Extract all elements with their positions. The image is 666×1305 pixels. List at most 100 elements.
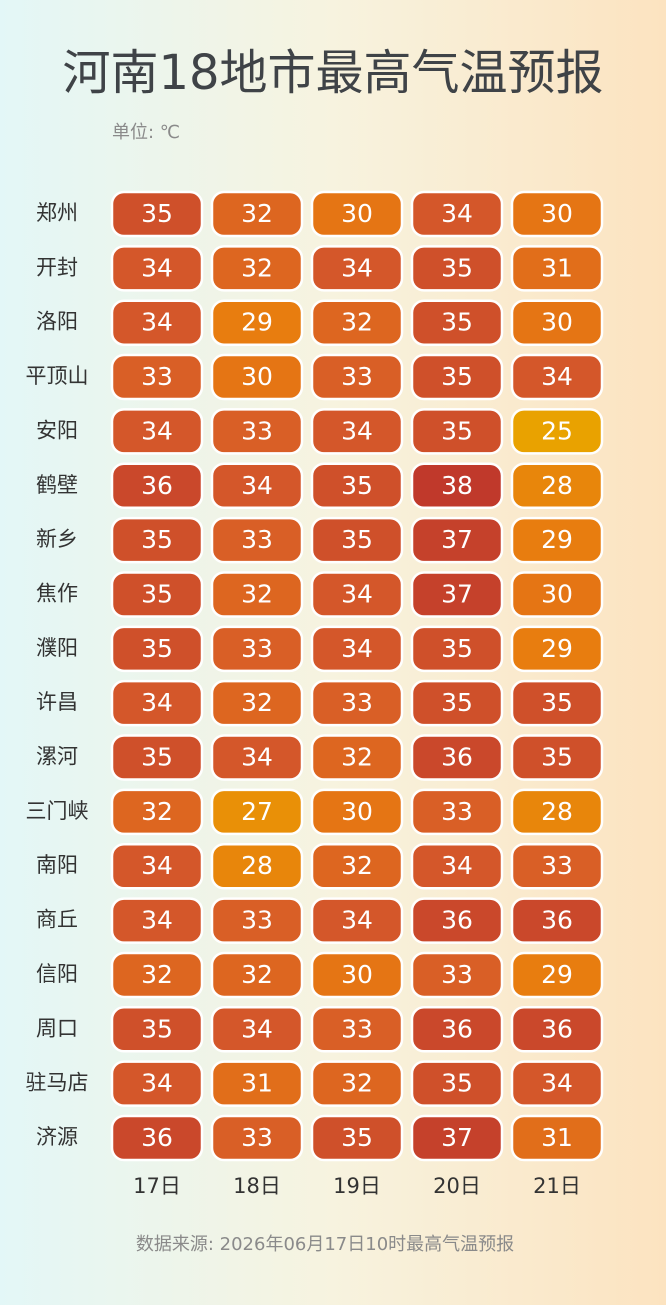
row-label: 开封 (36, 255, 78, 279)
row-label: 许昌 (36, 690, 78, 714)
cell-label: 29 (541, 960, 573, 989)
row-label: 新乡 (36, 527, 78, 551)
row-label: 驻马店 (26, 1071, 89, 1095)
column-label: 19日 (333, 1174, 381, 1198)
cell-label: 34 (541, 362, 573, 391)
cell (510, 353, 604, 401)
cell (310, 679, 404, 727)
cell-label: 30 (341, 199, 373, 228)
cell (510, 571, 604, 618)
row-label: 周口 (36, 1016, 78, 1040)
cell-label: 35 (141, 199, 173, 228)
cell-label: 34 (441, 199, 473, 228)
cell-label: 29 (541, 634, 573, 663)
row-label: 信阳 (36, 962, 78, 986)
cell (310, 1006, 404, 1053)
cell (510, 1060, 604, 1107)
cell (410, 897, 504, 944)
cell-label: 33 (241, 906, 273, 935)
cell-label: 31 (541, 1123, 573, 1152)
cell-label: 35 (441, 362, 473, 391)
cell (510, 516, 604, 564)
cell-label: 35 (441, 308, 473, 337)
cell-label: 33 (341, 688, 373, 717)
cell (110, 1006, 204, 1053)
cell (110, 734, 204, 781)
cell-label: 32 (341, 308, 373, 337)
cell-label: 32 (341, 851, 373, 880)
cell (210, 679, 304, 727)
cell (110, 788, 204, 836)
cell (110, 516, 204, 564)
cell-label: 36 (541, 1014, 573, 1043)
cell (210, 842, 304, 890)
cell-label: 32 (241, 199, 273, 228)
cell (510, 408, 604, 455)
cell-label: 34 (141, 308, 173, 337)
cell (510, 1114, 604, 1162)
cell-label: 33 (541, 851, 573, 880)
cell (510, 1006, 604, 1053)
cell (410, 190, 504, 238)
cell (210, 190, 304, 238)
cell (410, 353, 504, 401)
cell-label: 33 (341, 362, 373, 391)
row-label: 平顶山 (26, 364, 89, 388)
cell (110, 462, 204, 510)
cell (210, 897, 304, 944)
row-label: 漯河 (36, 745, 78, 769)
cell-label: 25 (541, 416, 573, 445)
cell (310, 897, 404, 944)
cell-label: 32 (141, 797, 173, 826)
cell (210, 1006, 304, 1053)
cell (210, 299, 304, 346)
cell-label: 34 (141, 1069, 173, 1098)
cell-label: 35 (441, 416, 473, 445)
cell (410, 842, 504, 890)
cell-label: 35 (541, 688, 573, 717)
cell (310, 1114, 404, 1162)
cell-label: 36 (541, 906, 573, 935)
cell (410, 625, 504, 673)
cell-label: 38 (441, 471, 473, 500)
cell-label: 33 (441, 797, 473, 826)
cell (210, 1114, 304, 1162)
cell-label: 32 (241, 688, 273, 717)
cell (410, 1114, 504, 1162)
cell (110, 951, 204, 999)
cell (410, 571, 504, 618)
cell-label: 36 (441, 743, 473, 772)
cell (310, 1060, 404, 1107)
cell-label: 35 (441, 253, 473, 282)
cell (410, 516, 504, 564)
cell-label: 35 (141, 579, 173, 608)
unit-label: 单位: ℃ (112, 122, 180, 143)
cell-label: 34 (141, 851, 173, 880)
cell (310, 353, 404, 401)
cell (410, 734, 504, 781)
cell (210, 462, 304, 510)
cell (510, 190, 604, 238)
cell (110, 1114, 204, 1162)
cell-label: 36 (141, 1123, 173, 1152)
cell (510, 788, 604, 836)
cell-label: 33 (241, 634, 273, 663)
cell (310, 734, 404, 781)
row-label: 三门峡 (26, 799, 89, 823)
cell (510, 734, 604, 781)
cell (310, 462, 404, 510)
row-label: 鹤壁 (36, 473, 78, 497)
cell (410, 299, 504, 346)
row-label: 濮阳 (36, 636, 78, 660)
cell-label: 32 (241, 960, 273, 989)
cell-label: 34 (241, 471, 273, 500)
cell (410, 951, 504, 999)
cell (110, 245, 204, 292)
cell-label: 29 (541, 525, 573, 554)
cell (310, 516, 404, 564)
column-label: 21日 (533, 1174, 581, 1198)
cell (510, 679, 604, 727)
cell-label: 32 (141, 960, 173, 989)
